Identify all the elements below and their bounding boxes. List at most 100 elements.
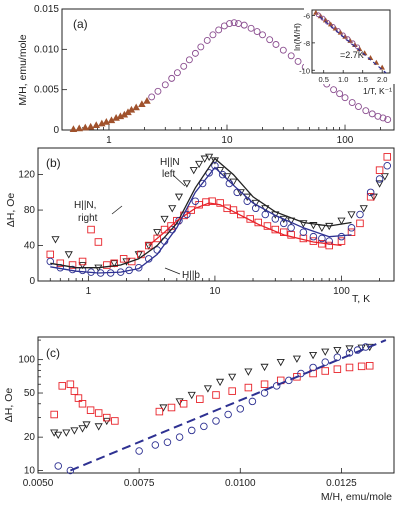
panel-b-axes: 1 10 100 0 40 80 120 xyxy=(18,170,380,297)
panel-a-y-ticklabel: 0.015 xyxy=(34,4,59,15)
panel-a-point xyxy=(154,87,162,95)
panel-b-x-ticklabel: 100 xyxy=(333,286,350,297)
inset-annotation: =2.7K xyxy=(340,50,364,60)
panel-b-point xyxy=(325,241,333,250)
panel-a-x-ticklabel: 1 xyxy=(106,135,112,146)
panel-a-ylabel: M/H, emu/mole xyxy=(17,34,29,105)
panel-a-point xyxy=(81,123,90,131)
panel-b-point xyxy=(380,173,389,181)
panel-a-point xyxy=(180,62,188,70)
panel-c: (c) ΔH, Oe M/H, emu/mole 0.0050 0.0075 0.0… xyxy=(3,336,395,503)
panel-b-point xyxy=(211,161,219,170)
annotation-hn-right-2: right xyxy=(78,213,98,224)
panel-b-point xyxy=(134,263,143,272)
panel-b-point xyxy=(383,153,392,161)
panel-b-point xyxy=(309,232,318,241)
panel-c-point xyxy=(175,398,184,406)
panel-b-point xyxy=(366,193,375,201)
panel-b-point xyxy=(160,215,169,224)
panel-a-inset: ln(M/H) 1/T, K⁻¹ =2.7K 0.5 1.0 1.5 2.0 -6 -8 -… xyxy=(292,4,404,96)
panel-b-point xyxy=(366,188,375,197)
panel-a-point xyxy=(75,124,84,132)
panel-c-axes: 0.0050 0.0075 0.0100 0.0125 10 20 50 100 xyxy=(18,339,357,489)
panel-b-point xyxy=(356,210,364,219)
panel-a-point xyxy=(148,93,156,101)
panel-c-x-ticklabel: 0.0100 xyxy=(225,478,256,489)
panel-b-point xyxy=(195,160,204,169)
panel-b-point xyxy=(225,179,234,188)
panel-a-point xyxy=(86,122,95,130)
panel-c-point xyxy=(54,431,63,440)
panel-b-ylabel: ΔH, Oe xyxy=(5,193,17,228)
panel-a-point xyxy=(368,110,376,118)
panel-a-point xyxy=(362,107,370,115)
panel-c-point xyxy=(94,409,103,417)
panel-b-point xyxy=(375,166,384,174)
panel-b-point xyxy=(218,170,227,179)
panel-c-point xyxy=(167,403,176,412)
panel-c-point xyxy=(333,346,342,355)
panel-a-point xyxy=(336,90,344,98)
panel-b-point xyxy=(64,251,73,259)
panel-b-point xyxy=(78,261,87,270)
panel-a-y-ticklabel: 0 xyxy=(53,125,59,136)
panel-c-point xyxy=(135,447,143,455)
panel-a-point xyxy=(279,46,287,54)
panel-b-frame xyxy=(37,147,395,282)
panel-b-point xyxy=(87,225,95,234)
panel-c-point xyxy=(163,438,172,446)
panel-c-point xyxy=(151,441,160,449)
pointer-hn-right xyxy=(111,205,123,215)
panel-c-point xyxy=(78,400,87,408)
panel-c-x-ticklabel: 0.0050 xyxy=(23,478,54,489)
panel-a-point xyxy=(266,36,274,44)
panel-c-point xyxy=(248,397,257,406)
panel-a-axes: 1 10 100 0 0.005 0.010 0.015 xyxy=(34,4,381,146)
panel-a-point xyxy=(330,86,338,94)
panel-b-xlabel: T, K xyxy=(352,293,370,305)
panel-b-point xyxy=(46,257,55,266)
panel-b-point xyxy=(261,210,270,219)
panel-b-point xyxy=(191,197,200,205)
inset-x-ticklabel: 0.5 xyxy=(318,75,328,84)
panel-c-point xyxy=(187,426,196,435)
panel-b-point xyxy=(103,261,111,269)
panel-c-point xyxy=(244,383,253,392)
panel-c-point xyxy=(321,358,329,366)
inset-axes: 0.5 1.0 1.5 2.0 -6 -8 -10 xyxy=(299,11,387,84)
panel-c-point xyxy=(260,363,269,372)
panel-c-y-ticklabel: 100 xyxy=(18,355,35,366)
panel-a-point xyxy=(355,103,362,111)
panel-c-point xyxy=(309,351,318,360)
panel-b-point xyxy=(189,167,198,175)
panel-b-point xyxy=(309,222,318,230)
panel-c-point xyxy=(321,367,329,375)
panel-c-point xyxy=(103,413,111,422)
annotation-hn-left-1: H||N xyxy=(160,157,180,168)
panel-b-point xyxy=(174,193,184,201)
panel-c-point xyxy=(62,429,71,437)
panel-b-point xyxy=(383,161,392,170)
inset-x-ticklabel: 1.0 xyxy=(338,75,348,84)
panel-c-point xyxy=(70,427,79,435)
panel-c-y-ticklabel: 10 xyxy=(24,466,36,477)
panel-b-point xyxy=(187,206,195,214)
panel-c-point xyxy=(50,410,58,419)
panel-a-point xyxy=(92,121,100,129)
panel-c-x-ticklabel: 0.0075 xyxy=(124,478,155,489)
panel-a-point xyxy=(132,103,140,111)
panel-b-point xyxy=(318,234,326,243)
panel-c-point xyxy=(196,395,204,403)
panel-b-point xyxy=(375,175,384,183)
panel-c-point xyxy=(228,387,236,395)
panel-c-label: (c) xyxy=(46,346,60,360)
panel-a-point xyxy=(203,37,211,44)
panel-a-point xyxy=(197,43,205,51)
panel-b-point xyxy=(51,236,60,244)
panel-c-point xyxy=(111,417,119,425)
panel-b-fit-curve xyxy=(148,202,342,247)
panel-b-point xyxy=(337,232,346,241)
panel-b-point xyxy=(78,257,87,266)
panel-a-point xyxy=(138,100,146,108)
panel-b-point xyxy=(56,259,65,268)
